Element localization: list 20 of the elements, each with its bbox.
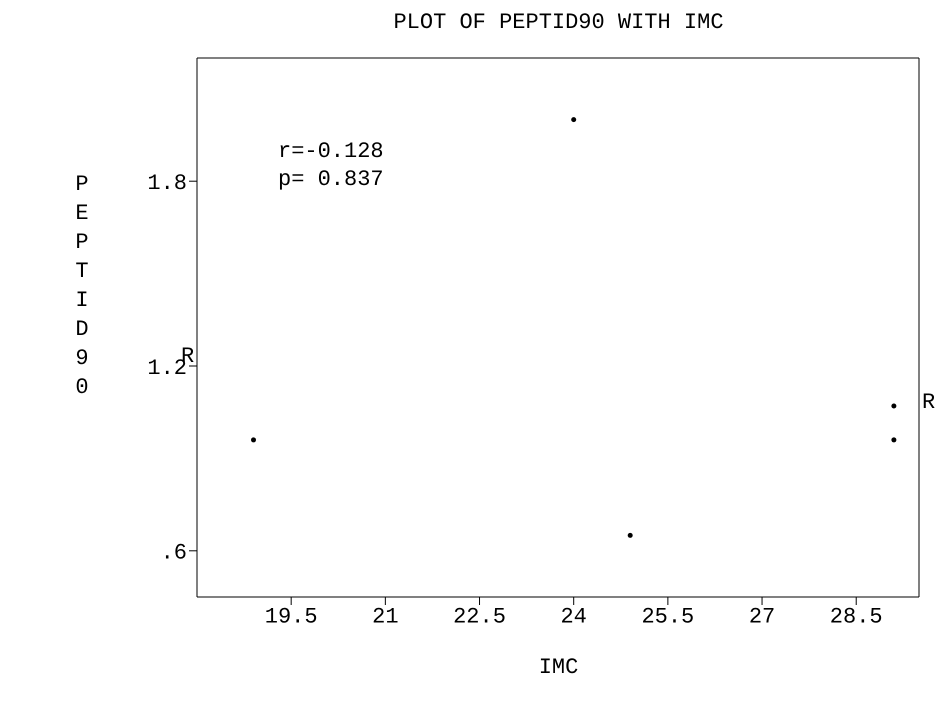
x-tick-label: 25.5 (641, 604, 694, 630)
x-axis-title: IMC (538, 655, 580, 680)
annotation: r=-0.128 (278, 138, 384, 166)
point (251, 437, 256, 442)
y-axis-title: PEPTID90 (74, 171, 90, 402)
x-tick-label: 24 (560, 604, 587, 630)
chart-title: PLOT OF PEPTID90 WITH IMC (392, 10, 725, 35)
x-tick-label: 22.5 (453, 604, 506, 630)
point (891, 437, 896, 442)
x-tick-label: 28.5 (830, 604, 883, 630)
point (628, 532, 633, 538)
x-tick-label: 21 (372, 604, 399, 630)
y-tick-label: .6 (160, 540, 187, 566)
annotation: p= 0.837 (278, 166, 384, 194)
x-tick-label: 27 (748, 604, 776, 630)
point (891, 404, 896, 409)
text: R (922, 390, 936, 415)
x-tick-label: 19.5 (264, 604, 318, 630)
y-tick-label: 1.8 (147, 171, 187, 196)
point (571, 117, 576, 122)
